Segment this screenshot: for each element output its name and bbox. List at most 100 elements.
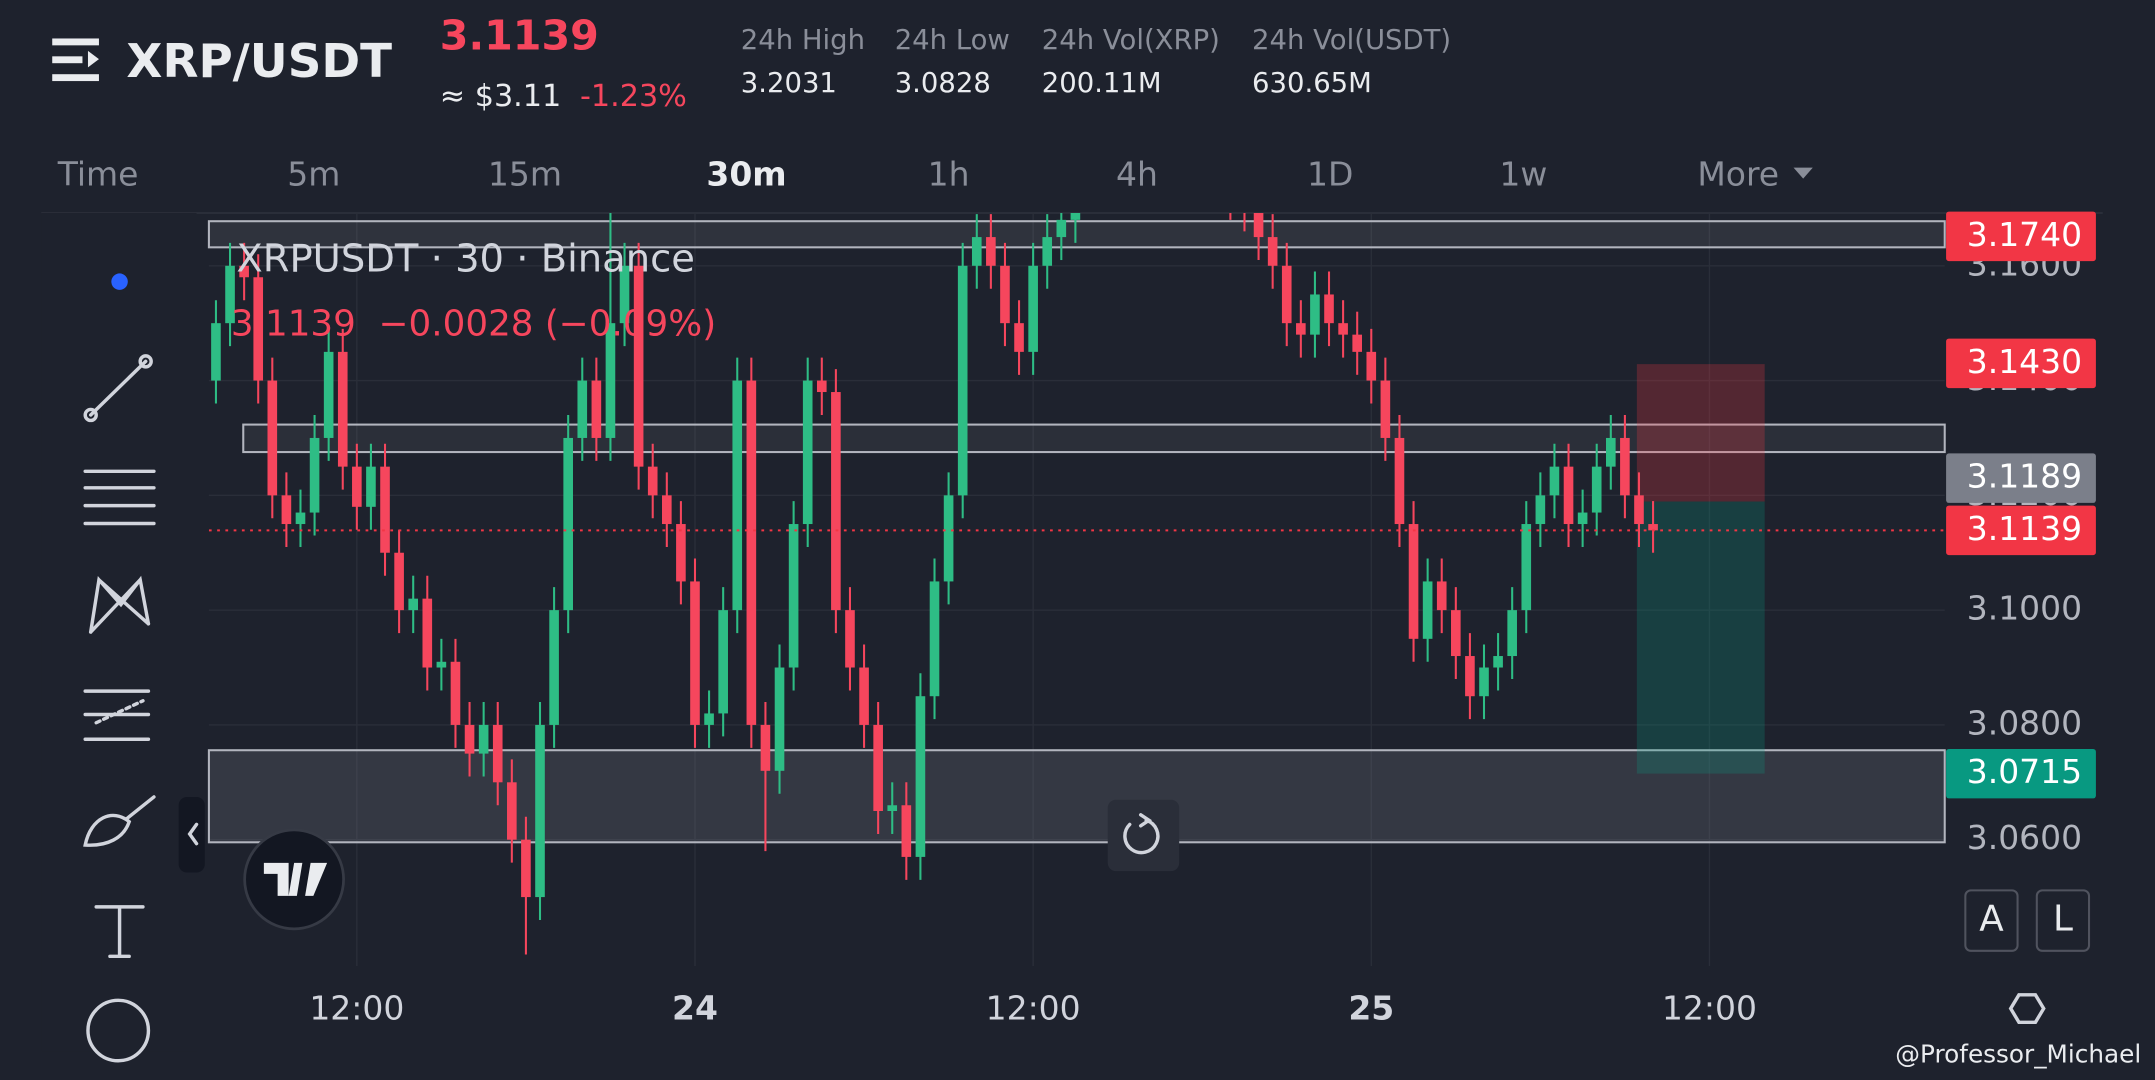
stat-value: 3.2031 <box>741 67 837 99</box>
scale-button-label[interactable]: A <box>1979 899 2004 940</box>
timeframe-tab[interactable]: 1w <box>1499 154 1547 193</box>
candle-body <box>746 380 757 725</box>
candle-body <box>619 265 630 324</box>
axes: 3.06003.08003.10003.12003.14003.160012:0… <box>309 211 2096 1027</box>
candle-body <box>774 667 785 771</box>
pattern-tool[interactable] <box>88 575 151 634</box>
zone <box>242 423 1946 454</box>
candle-body <box>788 524 799 668</box>
candle-body <box>1634 495 1644 525</box>
stat-label: 24h High <box>741 24 865 56</box>
candle-body <box>605 323 616 438</box>
brush-tool[interactable] <box>83 795 156 847</box>
scale-button-label[interactable]: L <box>2053 899 2073 940</box>
candle-body <box>647 466 658 496</box>
candle-body <box>1493 656 1503 668</box>
candle-body <box>1563 466 1574 525</box>
timeframe-tab[interactable]: More <box>1697 154 1779 193</box>
settings-icon[interactable] <box>2008 993 2046 1025</box>
timeframe-tab[interactable]: 1h <box>928 154 970 193</box>
timeframe-tab[interactable]: 1D <box>1307 154 1353 193</box>
watermark: @Professor_Michael <box>1895 1039 2141 1068</box>
candle-body <box>1253 212 1264 238</box>
candle-body <box>859 667 869 725</box>
candle-body <box>690 581 700 725</box>
stat-label: 24h Low <box>895 24 1010 56</box>
candle-body <box>676 524 686 582</box>
pair[interactable]: XRP/USDT <box>126 35 392 89</box>
more-arrow[interactable] <box>1793 167 1813 179</box>
candle-body <box>971 237 982 266</box>
reset-button[interactable] <box>1107 799 1180 872</box>
candle-body <box>323 351 334 438</box>
stat-value: 3.0828 <box>895 67 991 99</box>
stop-zone <box>1636 364 1765 502</box>
candle-body <box>1267 237 1278 266</box>
timeframe-tabs: Time 5m 15m 30m 1h 4h 1D 1w More <box>57 154 1779 193</box>
candle-body <box>943 495 954 582</box>
candle-body <box>352 466 362 507</box>
candle-body <box>760 724 771 771</box>
price-tag-label: 3.1740 <box>1967 215 2082 254</box>
candle-body <box>1014 323 1024 352</box>
timeframe-tab[interactable]: 5m <box>287 154 340 193</box>
scale-button[interactable] <box>1964 889 2019 952</box>
price-tag-label: 3.1189 <box>1967 457 2082 496</box>
candle-body <box>1281 265 1292 324</box>
candle-body <box>633 265 644 467</box>
candle-body <box>535 724 545 898</box>
candle-body <box>337 351 348 467</box>
candle-body <box>295 512 306 525</box>
candle-body <box>521 839 531 898</box>
menu-icon[interactable] <box>52 38 99 82</box>
x-tick-label: 25 <box>1348 988 1394 1027</box>
candle-body <box>1324 294 1334 324</box>
candle-body <box>1070 212 1081 220</box>
tv-logo[interactable] <box>243 828 345 931</box>
candle-body <box>1408 524 1419 639</box>
x-tick-label: 12:00 <box>309 988 404 1027</box>
price-tag <box>1946 211 2096 262</box>
price-tag <box>1946 505 2096 556</box>
candle-body <box>309 437 320 513</box>
candle-body <box>1507 610 1517 657</box>
candle-body <box>1366 351 1377 381</box>
trend-line-tool[interactable] <box>83 354 153 423</box>
text-tool[interactable] <box>94 905 145 959</box>
candle-body <box>394 552 404 611</box>
stat-label: 24h Vol(USDT) <box>1252 24 1451 56</box>
candle-body <box>1549 466 1560 496</box>
last-price: 3.1139 <box>440 11 599 59</box>
scale-button[interactable] <box>2035 889 2091 952</box>
candle-body <box>915 696 926 857</box>
fib-tool[interactable] <box>83 469 156 526</box>
candle-body <box>1605 437 1616 467</box>
candle-body <box>225 265 235 324</box>
cursor-tool[interactable] <box>111 273 128 290</box>
candle-body <box>366 466 376 507</box>
timeframe-tab[interactable]: 15m <box>488 154 562 193</box>
candle-body <box>901 805 912 857</box>
candle-body <box>887 805 898 811</box>
price-tag <box>1946 453 2096 503</box>
timeframe-tab[interactable]: 30m <box>706 154 786 193</box>
more-tools[interactable] <box>86 998 151 1063</box>
candle-body <box>1648 524 1658 531</box>
timeframe-tab[interactable]: 4h <box>1116 154 1158 193</box>
candle-body <box>563 437 573 611</box>
candle-body <box>380 466 390 553</box>
candle-body <box>1535 495 1546 525</box>
price-tag-label: 3.1139 <box>1967 509 2082 548</box>
candle-body <box>929 581 940 697</box>
candle-body <box>1422 581 1433 639</box>
candle-body <box>1380 380 1391 438</box>
candle-body <box>845 610 855 668</box>
collapse-arrow <box>187 822 199 846</box>
stats: 24h High 3.2031 24h Low 3.0828 24h Vol(XRP) 2… <box>741 24 1451 99</box>
price-tag-label: 3.1430 <box>1967 342 2082 381</box>
candle-body <box>661 495 672 525</box>
candle-body <box>591 380 602 438</box>
forecast-tool[interactable] <box>83 689 151 741</box>
